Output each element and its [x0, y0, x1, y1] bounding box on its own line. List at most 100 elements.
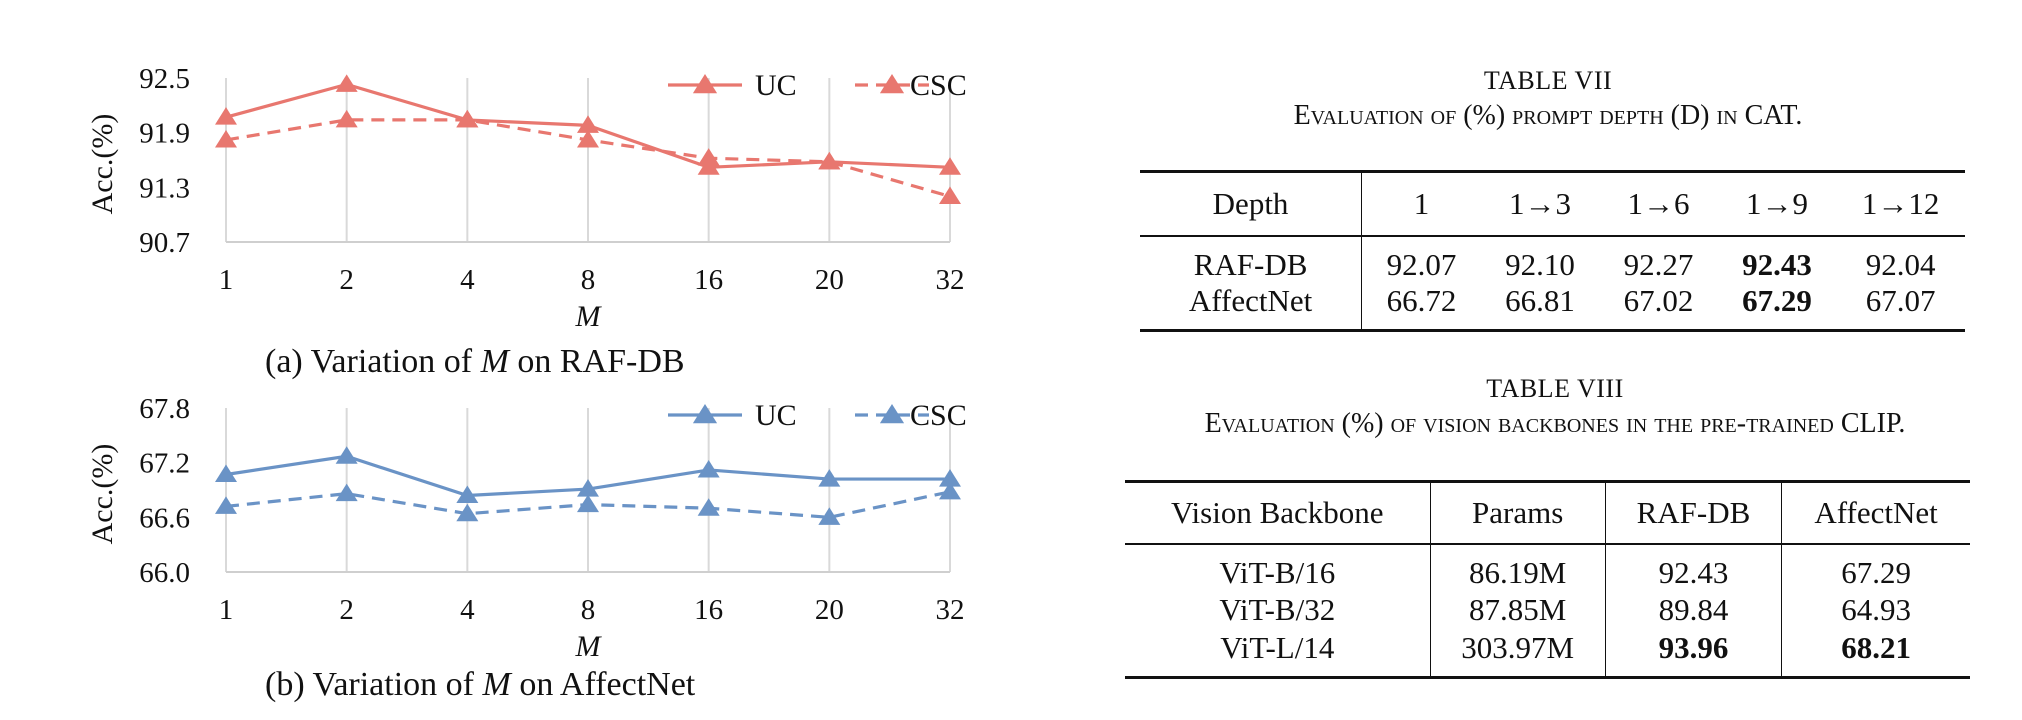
x-tick-label: 16	[694, 594, 723, 626]
data-point-csc	[335, 483, 358, 502]
caption-b-var: M	[482, 666, 511, 703]
legend-marker-csc	[879, 404, 905, 424]
table7-header-cell: Depth	[1140, 171, 1363, 237]
data-point-csc	[577, 494, 599, 513]
x-tick-label: 2	[339, 594, 354, 626]
caption-a-prefix: (a) Variation of	[265, 343, 473, 380]
table8-row: ViT-L/14 303.97M 93.96 68.21	[1125, 629, 1970, 678]
table8-row: ViT-B/32 87.85M 89.84 64.93	[1125, 590, 1970, 630]
y-tick-label: 91.3	[139, 172, 190, 204]
table8-heading: TABLE VIII Evaluation (%) of vision back…	[1095, 374, 2015, 440]
table7-number: TABLE VII	[1483, 66, 1613, 95]
data-point-uc	[939, 157, 961, 175]
data-point-uc	[456, 485, 479, 503]
table7-header-cell: 1→12	[1836, 171, 1965, 237]
table8-header-cell: Params	[1430, 481, 1606, 545]
y-tick-label: 66.6	[139, 502, 190, 534]
data-point-uc	[818, 469, 841, 487]
table8-cell: 92.43	[1605, 543, 1783, 591]
legend-label-uc: UC	[755, 69, 797, 102]
table8-best-value: 68.21	[1841, 629, 1911, 665]
data-point-csc	[335, 109, 358, 128]
table8-cell-best: 93.96	[1605, 629, 1783, 677]
table7-cell: 92.10	[1505, 246, 1575, 282]
line-chart-affectnet: 67.8 67.2 66.6 66.0 1 2 4 8 16 20 32 M Acc.(%) UC CSC	[86, 393, 967, 663]
data-point-uc	[697, 157, 720, 175]
legend-label-csc: CSC	[910, 399, 967, 432]
y-axis-label: Acc.(%)	[86, 114, 119, 215]
table7-row: AffectNet 66.72 66.81 67.02 67.29 67.07	[1140, 282, 1965, 331]
y-tick-label: 90.7	[139, 227, 190, 259]
table8-title: Evaluation (%) of vision backbones in th…	[1204, 408, 1906, 439]
table8-header-row: Vision Backbone Params RAF-DB AffectNet	[1125, 481, 1970, 545]
table8-row: ViT-B/16 86.19M 92.43 67.29	[1125, 543, 1970, 591]
table7-cell: 67.07	[1865, 282, 1936, 318]
x-tick-label: 32	[936, 594, 965, 626]
data-point-csc	[818, 151, 841, 170]
data-point-uc	[697, 459, 720, 478]
legend-marker-uc	[692, 74, 718, 94]
x-tick-label: 16	[694, 264, 723, 296]
x-tick-label: 32	[936, 264, 965, 296]
x-tick-label: 8	[581, 264, 596, 296]
y-axis-label: Acc.(%)	[86, 444, 119, 545]
legend-marker-csc	[879, 74, 905, 94]
table8-row-label: ViT-L/14	[1125, 629, 1431, 677]
table7-row: RAF-DB 92.07 92.10 92.27 92.43 92.04	[1140, 235, 1965, 283]
table8-cell-best: 68.21	[1782, 630, 1970, 678]
table7-heading: TABLE VII Evaluation of (%) prompt depth…	[1118, 66, 1978, 132]
data-point-csc	[939, 481, 961, 500]
table7-header-cell: 1→9	[1717, 171, 1837, 237]
x-axis-label: M	[575, 630, 603, 663]
legend-marker-uc	[692, 404, 718, 424]
y-tick-label: 91.9	[139, 118, 190, 150]
table7-cell: 92.07	[1386, 246, 1457, 282]
table7-cell: 67.02	[1623, 282, 1694, 318]
table8-row-label: ViT-B/32	[1125, 590, 1431, 630]
x-tick-label: 20	[815, 594, 844, 626]
x-tick-label: 4	[460, 264, 475, 296]
table8-row-label: ViT-B/16	[1125, 543, 1431, 591]
table7-row-label: RAF-DB	[1140, 235, 1363, 283]
x-tick-label: 2	[339, 264, 354, 296]
table8-cell: 64.93	[1841, 592, 1911, 627]
x-tick-label: 8	[581, 594, 596, 626]
x-axis-label: M	[575, 300, 603, 333]
table8-cell: 67.29	[1841, 554, 1911, 590]
chart-caption-a: (a) Variation of M on RAF-DB	[265, 343, 685, 381]
data-point-uc	[215, 107, 237, 125]
data-point-uc	[335, 446, 358, 464]
x-tick-label: 1	[219, 594, 234, 626]
table8-best-value: 93.96	[1658, 629, 1729, 665]
table7-cell-best: 92.43	[1718, 236, 1836, 283]
table8-number: TABLE VIII	[1486, 374, 1624, 403]
data-point-uc	[939, 469, 961, 487]
table7-best-value: 67.29	[1742, 282, 1812, 318]
data-point-uc	[577, 479, 599, 497]
table7-best-value: 92.43	[1742, 246, 1812, 282]
table7-cell: 66.72	[1386, 282, 1457, 318]
table8-cell: 87.85M	[1430, 590, 1606, 630]
legend-label-uc: UC	[755, 399, 797, 432]
data-point-uc	[577, 115, 599, 133]
chart-caption-b: (b) Variation of M on AffectNet	[265, 666, 695, 704]
table7-cell: 92.27	[1623, 246, 1694, 282]
table7-cell: 66.81	[1505, 282, 1575, 318]
line-chart-raf-db: 92.5 91.9 91.3 90.7 1 2 4 8 16 20 32 M Acc.(%) UC CSC	[86, 63, 967, 333]
table7-title: Evaluation of (%) prompt depth (D) in CA…	[1293, 100, 1803, 131]
table7-header-cell: 1→3	[1480, 171, 1600, 237]
table8: Vision Backbone Params RAF-DB AffectNet …	[1125, 480, 1970, 679]
table7-header-row: Depth 1 1→3 1→6 1→9 1→12	[1140, 171, 1965, 237]
caption-b-prefix: (b) Variation of	[265, 666, 474, 703]
data-point-csc	[697, 498, 720, 516]
data-point-csc	[215, 496, 237, 514]
caption-b-suffix: on AffectNet	[519, 666, 696, 703]
table7-cell: 92.04	[1865, 246, 1936, 282]
table7-cell-best: 67.29	[1718, 283, 1836, 331]
table8-header-cell: Vision Backbone	[1125, 481, 1431, 545]
data-point-csc	[939, 186, 961, 204]
legend-label-csc: CSC	[910, 69, 967, 102]
table8-header-cell: RAF-DB	[1605, 481, 1783, 545]
data-point-csc	[577, 129, 599, 148]
table7-header-cell: 1	[1361, 171, 1481, 237]
